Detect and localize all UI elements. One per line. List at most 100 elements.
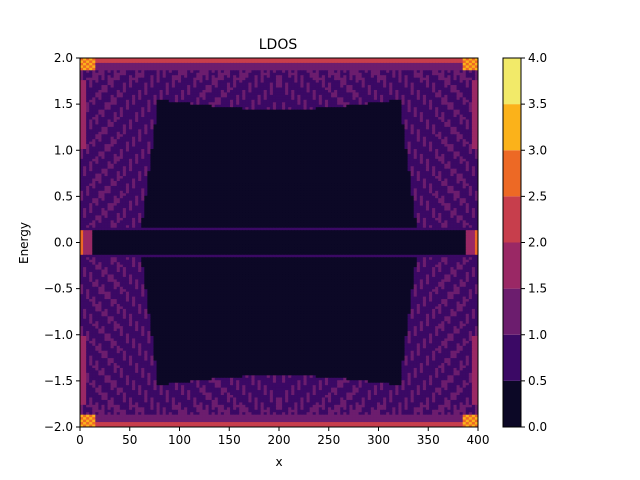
heatmap-cell [410, 62, 415, 66]
heatmap-cell [257, 60, 262, 64]
heatmap-cell [254, 94, 259, 98]
heatmap-cell [135, 65, 139, 69]
heatmap-cell [202, 58, 207, 62]
heatmap-cell [337, 80, 341, 84]
heatmap-cell [193, 70, 197, 74]
heatmap-cell [132, 77, 136, 81]
heatmap-cell [419, 62, 424, 66]
heatmap-cell [346, 82, 351, 86]
heatmap-cell [263, 58, 268, 62]
heatmap-cell [465, 75, 470, 79]
heatmap-cell [349, 77, 354, 81]
heatmap-cell [303, 75, 308, 79]
heatmap-cell [321, 89, 326, 94]
heatmap-cell [150, 87, 155, 91]
heatmap-cell [147, 82, 152, 86]
heatmap-cell [101, 67, 106, 71]
heatmap-cell [285, 67, 289, 71]
heatmap-cell [401, 85, 406, 89]
heatmap-cell [184, 85, 188, 89]
heatmap-cell [239, 75, 243, 79]
heatmap-cell [95, 77, 99, 81]
heatmap-cell [214, 87, 219, 91]
heatmap-cell [86, 67, 90, 71]
heatmap-cell [263, 94, 268, 98]
heatmap-cell [211, 82, 216, 86]
heatmap-cell [318, 75, 323, 79]
heatmap-cell [416, 65, 421, 69]
heatmap-cell [236, 77, 240, 81]
heatmap-cell [282, 65, 286, 69]
heatmap-cell [367, 80, 372, 84]
heatmap-cell [92, 62, 96, 66]
heatmap-cell [383, 75, 387, 79]
heatmap-cell [107, 72, 112, 76]
heatmap-cell [138, 85, 142, 89]
heatmap-cell [416, 58, 421, 62]
heatmap-cell [217, 62, 222, 66]
heatmap-cell [349, 62, 354, 66]
heatmap-cell [165, 75, 170, 79]
heatmap-cell [196, 89, 200, 94]
heatmap-cell [288, 60, 292, 64]
heatmap-cell [444, 85, 448, 89]
heatmap-cell [416, 62, 421, 66]
heatmap-cell [122, 92, 127, 96]
heatmap-cell [435, 62, 439, 66]
heatmap-cell [119, 87, 124, 91]
heatmap-cell [116, 87, 121, 91]
heatmap-cell [144, 94, 148, 98]
heatmap-cell [260, 72, 265, 76]
heatmap-cell [205, 60, 210, 64]
heatmap-cell [435, 80, 439, 84]
heatmap-cell [272, 60, 277, 64]
heatmap-cell [444, 70, 448, 74]
heatmap-cell [89, 62, 93, 66]
heatmap-cell [254, 60, 259, 64]
heatmap-cell [303, 94, 308, 98]
heatmap-cell [346, 70, 351, 74]
heatmap-cell [456, 58, 461, 62]
heatmap-cell [181, 72, 185, 76]
heatmap-cell [248, 62, 253, 66]
heatmap-cell [334, 70, 338, 74]
heatmap-cell [416, 87, 421, 91]
heatmap-cell [202, 94, 207, 98]
heatmap-cell [450, 70, 455, 74]
heatmap-cell [465, 58, 470, 62]
heatmap-cell [217, 82, 222, 86]
heatmap-cell [242, 82, 246, 86]
heatmap-cell [300, 87, 305, 91]
heatmap-cell [132, 80, 136, 84]
heatmap-cell [407, 65, 412, 69]
heatmap-cell [266, 62, 271, 66]
heatmap-cell [89, 58, 93, 62]
heatmap-cell [196, 60, 200, 64]
heatmap-cell [230, 80, 234, 84]
heatmap-cell [165, 94, 170, 98]
heatmap-cell [165, 82, 170, 86]
heatmap-cell [80, 92, 84, 96]
heatmap-cell [104, 89, 109, 94]
heatmap-cell [272, 72, 277, 76]
heatmap-cell [361, 75, 366, 79]
heatmap-cell [376, 58, 381, 62]
heatmap-cell [297, 70, 302, 74]
heatmap-cell [395, 92, 399, 96]
heatmap-cell [141, 58, 145, 62]
heatmap-cell [239, 82, 243, 86]
heatmap-cell [306, 77, 311, 81]
heatmap-cell [245, 72, 249, 76]
heatmap-cell [107, 77, 112, 81]
heatmap-cell [429, 65, 433, 69]
heatmap-cell [242, 75, 246, 79]
heatmap-cell [398, 65, 403, 69]
heatmap-cell [343, 94, 347, 98]
heatmap-cell [468, 92, 473, 96]
heatmap-cell [119, 67, 124, 71]
heatmap-cell [376, 72, 381, 76]
heatmap-cell [312, 67, 317, 71]
heatmap-cell [171, 67, 176, 71]
heatmap-cell [202, 72, 207, 76]
heatmap-cell [80, 85, 84, 89]
